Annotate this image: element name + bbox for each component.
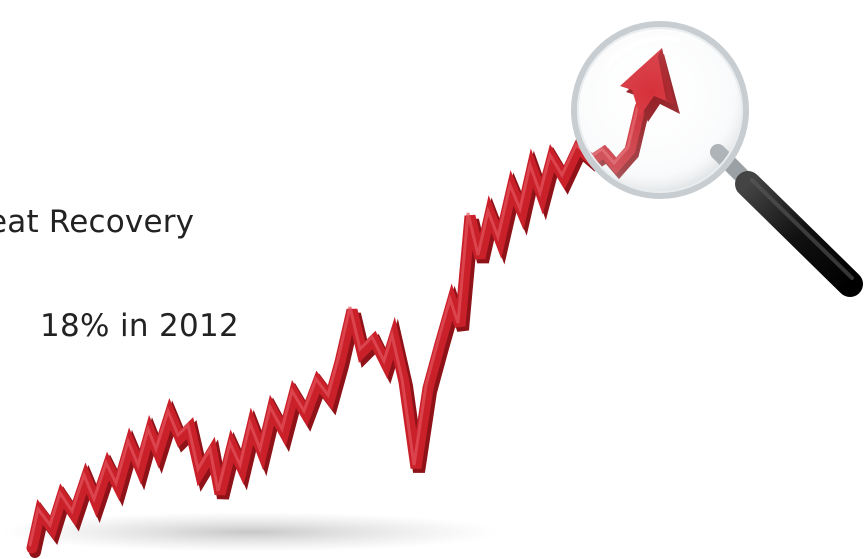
slide-text-growth: 18% in 2012 — [40, 308, 240, 344]
floor-shadow — [0, 512, 500, 552]
magnifying-glass-icon — [571, 21, 749, 199]
trend-line-highlight — [28, 79, 650, 547]
slide-text-recovery: eat Recovery — [0, 204, 195, 240]
magnifier-handle — [710, 144, 863, 297]
